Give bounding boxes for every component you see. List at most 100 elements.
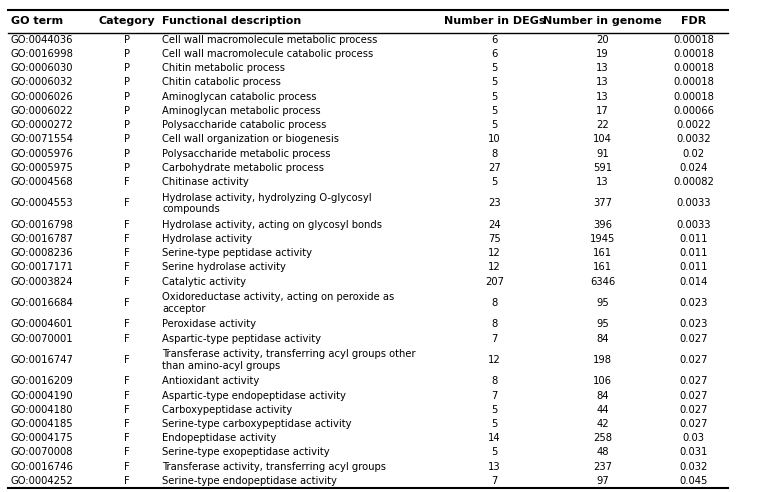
Text: 7: 7: [491, 476, 498, 486]
Text: GO:0004190: GO:0004190: [11, 390, 74, 400]
Text: 27: 27: [488, 163, 501, 173]
Text: 8: 8: [491, 148, 498, 159]
Text: Aminoglycan catabolic process: Aminoglycan catabolic process: [162, 92, 317, 102]
Text: 48: 48: [597, 448, 609, 458]
Text: F: F: [124, 198, 130, 209]
Text: 0.00018: 0.00018: [673, 49, 714, 59]
Text: 104: 104: [594, 135, 612, 144]
Text: GO:0004175: GO:0004175: [11, 433, 74, 443]
Text: 0.027: 0.027: [679, 334, 708, 344]
Text: F: F: [124, 355, 130, 365]
Text: 10: 10: [488, 135, 501, 144]
Text: 13: 13: [488, 462, 501, 472]
Text: 20: 20: [597, 35, 609, 45]
Text: GO:0044036: GO:0044036: [11, 35, 73, 45]
Text: GO:0004180: GO:0004180: [11, 405, 73, 415]
Text: 0.027: 0.027: [679, 376, 708, 387]
Text: 12: 12: [488, 248, 501, 258]
Text: 161: 161: [593, 262, 612, 273]
Text: 5: 5: [491, 405, 498, 415]
Text: 19: 19: [597, 49, 609, 59]
Text: 0.011: 0.011: [679, 234, 708, 244]
Text: 0.014: 0.014: [679, 277, 708, 287]
Text: GO:0008236: GO:0008236: [11, 248, 74, 258]
Text: 5: 5: [491, 419, 498, 429]
Text: 0.00018: 0.00018: [673, 35, 714, 45]
Text: 5: 5: [491, 448, 498, 458]
Text: Endopeptidase activity: Endopeptidase activity: [162, 433, 277, 443]
Text: GO:0000272: GO:0000272: [11, 120, 74, 130]
Text: F: F: [124, 262, 130, 273]
Text: F: F: [124, 390, 130, 400]
Text: Polysaccharide metabolic process: Polysaccharide metabolic process: [162, 148, 330, 159]
Text: F: F: [124, 376, 130, 387]
Text: 42: 42: [597, 419, 609, 429]
Text: Chitin metabolic process: Chitin metabolic process: [162, 63, 285, 73]
Text: P: P: [124, 163, 130, 173]
Text: GO:0070001: GO:0070001: [11, 334, 74, 344]
Text: Antioxidant activity: Antioxidant activity: [162, 376, 259, 387]
Text: 1945: 1945: [590, 234, 615, 244]
Text: GO:0004252: GO:0004252: [11, 476, 74, 486]
Text: GO:0006022: GO:0006022: [11, 106, 74, 116]
Text: 14: 14: [488, 433, 501, 443]
Text: F: F: [124, 248, 130, 258]
Text: GO:0003824: GO:0003824: [11, 277, 73, 287]
Text: 5: 5: [491, 92, 498, 102]
Text: GO:0004601: GO:0004601: [11, 319, 74, 329]
Text: 396: 396: [593, 220, 612, 230]
Text: F: F: [124, 319, 130, 329]
Text: 8: 8: [491, 376, 498, 387]
Text: 377: 377: [593, 198, 612, 209]
Text: 0.00082: 0.00082: [673, 177, 714, 187]
Text: Serine-type carboxypeptidase activity: Serine-type carboxypeptidase activity: [162, 419, 352, 429]
Text: F: F: [124, 298, 130, 308]
Text: 97: 97: [597, 476, 609, 486]
Text: 0.024: 0.024: [679, 163, 708, 173]
Text: 13: 13: [597, 177, 609, 187]
Text: Cell wall macromolecule catabolic process: Cell wall macromolecule catabolic proces…: [162, 49, 374, 59]
Text: 13: 13: [597, 77, 609, 87]
Text: 44: 44: [597, 405, 609, 415]
Text: F: F: [124, 405, 130, 415]
Text: 8: 8: [491, 319, 498, 329]
Text: Number in DEGs: Number in DEGs: [444, 16, 545, 26]
Text: 0.023: 0.023: [679, 319, 708, 329]
Text: 198: 198: [593, 355, 612, 365]
Text: 84: 84: [597, 334, 609, 344]
Text: F: F: [124, 448, 130, 458]
Text: 0.0022: 0.0022: [676, 120, 711, 130]
Text: 237: 237: [593, 462, 612, 472]
Text: 0.023: 0.023: [679, 298, 708, 308]
Text: 0.0033: 0.0033: [676, 198, 711, 209]
Text: 0.02: 0.02: [682, 148, 705, 159]
Text: 591: 591: [593, 163, 612, 173]
Text: GO:0016209: GO:0016209: [11, 376, 74, 387]
Text: 0.011: 0.011: [679, 248, 708, 258]
Text: 0.027: 0.027: [679, 419, 708, 429]
Text: Serine-type endopeptidase activity: Serine-type endopeptidase activity: [162, 476, 337, 486]
Text: 17: 17: [597, 106, 609, 116]
Text: 0.0032: 0.0032: [676, 135, 711, 144]
Text: 12: 12: [488, 262, 501, 273]
Text: F: F: [124, 433, 130, 443]
Text: 23: 23: [488, 198, 501, 209]
Text: Carboxypeptidase activity: Carboxypeptidase activity: [162, 405, 293, 415]
Text: P: P: [124, 106, 130, 116]
Text: F: F: [124, 220, 130, 230]
Text: 22: 22: [597, 120, 609, 130]
Text: 5: 5: [491, 120, 498, 130]
Text: GO:0071554: GO:0071554: [11, 135, 74, 144]
Text: Aspartic-type endopeptidase activity: Aspartic-type endopeptidase activity: [162, 390, 346, 400]
Text: 0.045: 0.045: [679, 476, 708, 486]
Text: 0.00018: 0.00018: [673, 63, 714, 73]
Text: GO:0016747: GO:0016747: [11, 355, 74, 365]
Text: GO:0070008: GO:0070008: [11, 448, 73, 458]
Text: P: P: [124, 135, 130, 144]
Text: 5: 5: [491, 177, 498, 187]
Text: Serine-type peptidase activity: Serine-type peptidase activity: [162, 248, 312, 258]
Text: 0.00018: 0.00018: [673, 77, 714, 87]
Text: F: F: [124, 177, 130, 187]
Text: GO:0017171: GO:0017171: [11, 262, 74, 273]
Text: P: P: [124, 49, 130, 59]
